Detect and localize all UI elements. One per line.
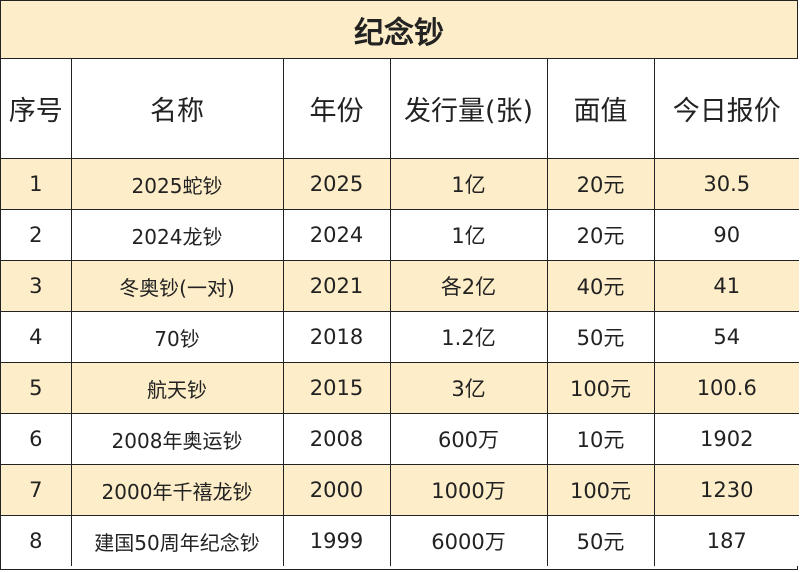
cell-index: 8 bbox=[1, 515, 72, 566]
cell-year: 2000 bbox=[283, 464, 391, 516]
cell-face-value: 100元 bbox=[547, 362, 655, 414]
cell-name: 航天钞 bbox=[71, 362, 284, 414]
table-row: 5 航天钞 2015 3亿 100元 100.6 bbox=[1, 362, 799, 414]
header-year: 年份 bbox=[283, 59, 391, 159]
notes-table: 序号 名称 年份 发行量(张) 面值 今日报价 1 2025蛇钞 2025 1亿… bbox=[1, 59, 799, 566]
cell-price: 1230 bbox=[654, 464, 799, 516]
cell-price: 1902 bbox=[654, 413, 799, 465]
header-price: 今日报价 bbox=[654, 59, 799, 159]
cell-name: 2025蛇钞 bbox=[71, 158, 284, 210]
table-row: 4 70钞 2018 1.2亿 50元 54 bbox=[1, 311, 799, 363]
cell-index: 2 bbox=[1, 209, 72, 261]
cell-name: 冬奥钞(一对) bbox=[71, 260, 284, 312]
cell-face-value: 50元 bbox=[547, 311, 655, 363]
table-row: 7 2000年千禧龙钞 2000 1000万 100元 1230 bbox=[1, 464, 799, 516]
cell-index: 6 bbox=[1, 413, 72, 465]
cell-year: 2018 bbox=[283, 311, 391, 363]
cell-year: 2021 bbox=[283, 260, 391, 312]
cell-year: 2024 bbox=[283, 209, 391, 261]
cell-price: 90 bbox=[654, 209, 799, 261]
cell-index: 4 bbox=[1, 311, 72, 363]
cell-name: 2000年千禧龙钞 bbox=[71, 464, 284, 516]
cell-quantity: 1000万 bbox=[390, 464, 548, 516]
cell-face-value: 20元 bbox=[547, 209, 655, 261]
cell-index: 1 bbox=[1, 158, 72, 210]
cell-name: 70钞 bbox=[71, 311, 284, 363]
cell-quantity: 各2亿 bbox=[390, 260, 548, 312]
cell-quantity: 1亿 bbox=[390, 158, 548, 210]
table-row: 6 2008年奥运钞 2008 600万 10元 1902 bbox=[1, 413, 799, 465]
header-name: 名称 bbox=[71, 59, 284, 159]
cell-face-value: 20元 bbox=[547, 158, 655, 210]
cell-year: 2025 bbox=[283, 158, 391, 210]
cell-quantity: 1.2亿 bbox=[390, 311, 548, 363]
cell-name: 建国50周年纪念钞 bbox=[71, 515, 284, 566]
cell-index: 5 bbox=[1, 362, 72, 414]
header-face-value: 面值 bbox=[547, 59, 655, 159]
cell-price: 41 bbox=[654, 260, 799, 312]
cell-year: 1999 bbox=[283, 515, 391, 566]
cell-quantity: 1亿 bbox=[390, 209, 548, 261]
table-row: 3 冬奥钞(一对) 2021 各2亿 40元 41 bbox=[1, 260, 799, 312]
cell-price: 100.6 bbox=[654, 362, 799, 414]
table-row: 2 2024龙钞 2024 1亿 20元 90 bbox=[1, 209, 799, 261]
header-row: 序号 名称 年份 发行量(张) 面值 今日报价 bbox=[1, 59, 799, 159]
cell-face-value: 10元 bbox=[547, 413, 655, 465]
cell-index: 3 bbox=[1, 260, 72, 312]
header-index: 序号 bbox=[1, 59, 72, 159]
cell-face-value: 50元 bbox=[547, 515, 655, 566]
header-quantity: 发行量(张) bbox=[390, 59, 548, 159]
cell-index: 7 bbox=[1, 464, 72, 516]
table-title: 纪念钞 bbox=[1, 1, 797, 59]
cell-quantity: 600万 bbox=[390, 413, 548, 465]
cell-price: 54 bbox=[654, 311, 799, 363]
cell-year: 2008 bbox=[283, 413, 391, 465]
table-row: 8 建国50周年纪念钞 1999 6000万 50元 187 bbox=[1, 515, 799, 566]
cell-name: 2024龙钞 bbox=[71, 209, 284, 261]
cell-face-value: 40元 bbox=[547, 260, 655, 312]
cell-quantity: 3亿 bbox=[390, 362, 548, 414]
cell-year: 2015 bbox=[283, 362, 391, 414]
cell-quantity: 6000万 bbox=[390, 515, 548, 566]
cell-name: 2008年奥运钞 bbox=[71, 413, 284, 465]
cell-price: 187 bbox=[654, 515, 799, 566]
table-row: 1 2025蛇钞 2025 1亿 20元 30.5 bbox=[1, 158, 799, 210]
cell-price: 30.5 bbox=[654, 158, 799, 210]
cell-face-value: 100元 bbox=[547, 464, 655, 516]
